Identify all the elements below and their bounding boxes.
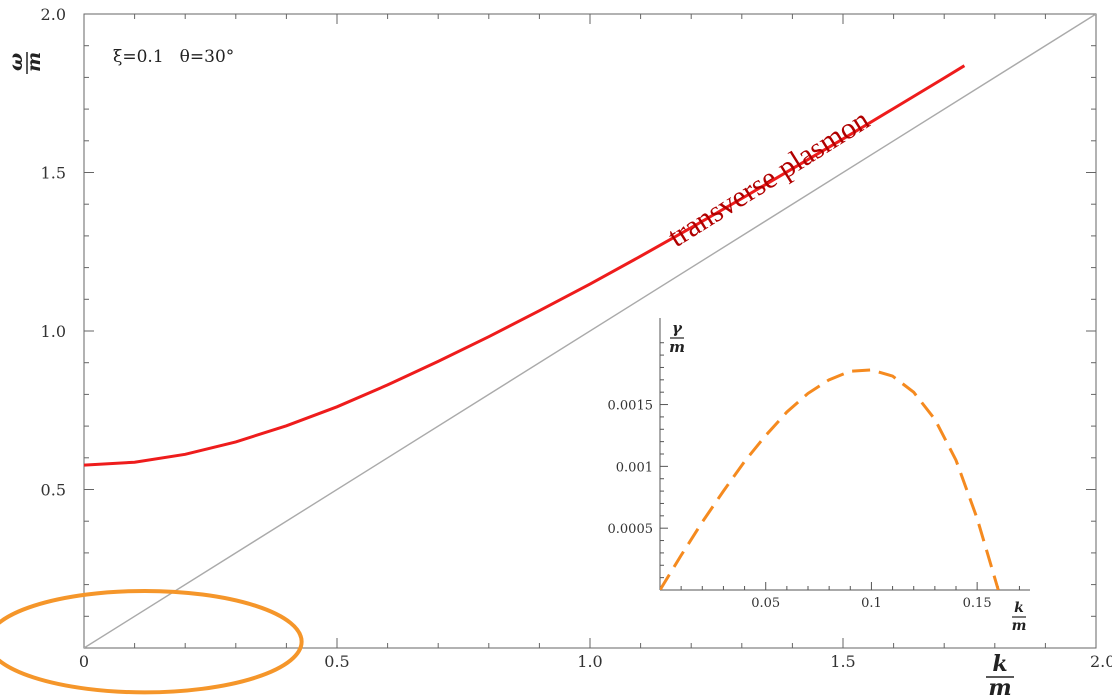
inset-tick-labels: 0.05 0.1 0.15 0.0005 0.001 0.0015 [608, 399, 992, 611]
y-axis-label-num: ω [5, 53, 27, 71]
x-tick-label: 1.0 [577, 652, 602, 671]
xi-parameter: ξ=0.1 [113, 47, 164, 67]
inset-x-tick-label: 0.05 [751, 596, 780, 611]
inset-ticks [660, 342, 1020, 590]
inset-x-label-num: k [1014, 600, 1024, 616]
y-axis-label-den: m [23, 52, 45, 72]
inset-chart: 0.05 0.1 0.15 0.0005 0.001 0.0015 γ m k m [608, 318, 1030, 634]
inset-y-tick-label: 0.001 [616, 460, 653, 475]
x-axis-label: k m [986, 651, 1014, 698]
y-tick-label: 1.5 [41, 164, 66, 183]
x-tick-label: 0.5 [324, 652, 349, 671]
inset-y-tick-label: 0.0015 [608, 399, 654, 414]
light-line [84, 14, 1096, 648]
inset-x-tick-label: 0.1 [861, 596, 882, 611]
inset-y-tick-label: 0.0005 [608, 522, 654, 537]
y-tick-label: 0.5 [41, 481, 66, 500]
inset-x-axis-label: k m [1012, 600, 1027, 634]
x-tick-label: 2.0 [1090, 652, 1112, 671]
parameter-label: ξ=0.1 θ=30° [113, 47, 234, 67]
y-tick-label: 1.0 [41, 322, 66, 341]
transverse-plasmon-curve [84, 64, 966, 467]
theta-parameter: θ=30° [180, 47, 235, 67]
main-ticks [83, 13, 1097, 649]
y-tick-label: 2.0 [41, 5, 66, 24]
inset-x-tick-label: 0.15 [963, 596, 992, 611]
damping-rate-curve [660, 368, 1000, 590]
x-tick-label: 0 [79, 652, 89, 671]
x-tick-label: 1.5 [830, 652, 855, 671]
inset-y-label-den: m [669, 338, 685, 356]
x-axis-label-num: k [992, 651, 1007, 677]
inset-y-axis-label: γ m [669, 319, 685, 356]
transverse-plasmon-label: transverse plasmon [662, 103, 875, 254]
inset-x-label-den: m [1012, 618, 1027, 634]
x-axis-label-den: m [988, 675, 1011, 698]
main-tick-labels: 0 0.5 1.0 1.5 2.0 0.5 1.0 1.5 2.0 [41, 5, 1112, 671]
inset-y-label-num: γ [672, 319, 683, 337]
highlight-ellipse [0, 588, 304, 695]
y-axis-label: m ω [5, 52, 45, 74]
